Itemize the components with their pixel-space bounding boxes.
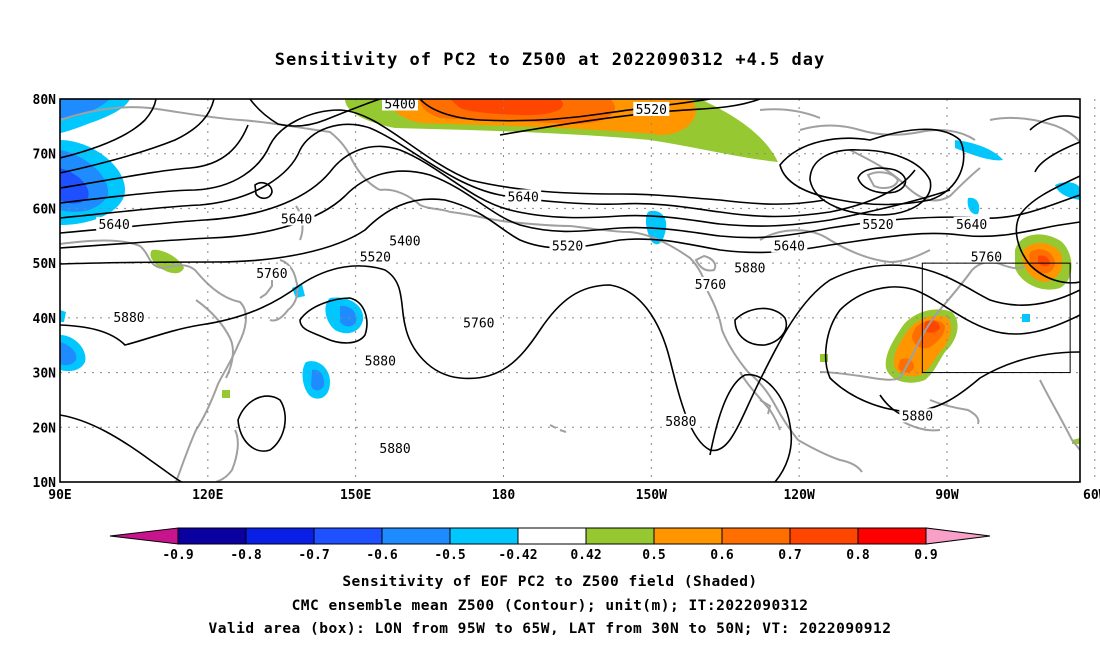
contour-label: 5520	[862, 218, 893, 233]
lon-tick-label: 120E	[192, 488, 223, 503]
lon-tick-label: 90W	[935, 488, 959, 503]
contour-label: 5520	[552, 240, 583, 255]
footer-line-2: CMC ensemble mean Z500 (Contour); unit(m…	[291, 598, 809, 614]
contour-label-bg	[899, 408, 936, 423]
contour-label: 5880	[379, 442, 410, 457]
contour-label-bg	[731, 260, 768, 275]
colorbar-bin	[721, 527, 791, 545]
contour-label: 5400	[389, 234, 420, 249]
lat-tick-label: 60N	[33, 202, 57, 217]
contour-label-bg	[357, 249, 394, 264]
lon-tick-label: 120W	[783, 488, 814, 503]
contour-label: 5760	[695, 278, 726, 293]
coastlines	[60, 106, 1080, 482]
colorbar-tick-label: 0.6	[710, 548, 734, 563]
contour-label-bg	[362, 353, 399, 368]
colorbar-tick-label: 0.7	[778, 548, 801, 563]
contour-label: 5880	[734, 262, 765, 277]
contour-label-bg	[968, 249, 1005, 264]
lat-tick-label: 50N	[33, 257, 57, 272]
map-frame	[59, 98, 1081, 483]
contour-label-bg	[505, 189, 542, 204]
contour-label: 5880	[113, 311, 144, 326]
contour-label-bg	[859, 216, 896, 231]
contour-label-bg	[692, 277, 729, 292]
valid-area-box	[921, 262, 1071, 374]
contour-label-bg	[633, 101, 670, 116]
footer-line-3: Valid area (box): LON from 95W to 65W, L…	[208, 621, 892, 637]
footer-line-1: Sensitivity of EOF PC2 to Z500 field (Sh…	[342, 574, 758, 590]
colorbar-bin	[449, 527, 519, 545]
colorbar-tick-label: -0.42	[498, 548, 537, 563]
contour-label: 5760	[256, 267, 287, 282]
contour-label: 5640	[508, 190, 539, 205]
contour-label-bg	[110, 309, 147, 324]
contour-label: 5760	[463, 316, 494, 331]
contour-label: 5760	[971, 251, 1002, 266]
contour-label-bg	[460, 315, 497, 330]
contour-label-bg	[278, 211, 315, 226]
lon-tick-label: 150W	[636, 488, 667, 503]
lon-tick-label: 90E	[48, 488, 71, 503]
colorbar-bin	[245, 527, 315, 545]
contour-label-bg	[377, 441, 414, 456]
colorbar-bin	[381, 527, 451, 545]
lat-tick-label: 70N	[33, 148, 57, 163]
contour-label-bg	[253, 266, 290, 281]
contour-label: 5640	[99, 218, 130, 233]
colorbar-bin	[313, 527, 383, 545]
colorbar: -0.9 -0.8 -0.7 -0.6 -0.5 -0.42 0.42 0.5 0.6 0.7 0.…	[109, 527, 991, 563]
colorbar-tick-label: 0.8	[846, 548, 870, 563]
lat-tick-label: 20N	[33, 421, 57, 436]
lat-tick-label: 10N	[33, 476, 57, 491]
lat-tick-label: 30N	[33, 367, 57, 382]
contour-label: 5640	[774, 240, 805, 255]
colorbar-tick-label: 0.42	[570, 548, 601, 563]
colorbar-below-triangle	[109, 527, 179, 545]
colorbar-above-triangle	[925, 527, 991, 545]
contour-label-bg	[771, 238, 808, 253]
colorbar-bin	[177, 527, 247, 545]
contour-label: 5880	[665, 415, 696, 430]
colorbar-tick-label: -0.9	[162, 548, 193, 563]
contour-label: 5520	[360, 251, 391, 266]
contour-label-bg	[386, 233, 423, 248]
colorbar-bin	[653, 527, 723, 545]
colorbar-bin	[585, 527, 655, 545]
z500-contours	[60, 99, 1080, 482]
colorbar-bin	[857, 527, 927, 545]
colorbar-tick-label: -0.7	[298, 548, 329, 563]
lat-lon-grid	[60, 99, 1096, 482]
contour-label: 5640	[281, 212, 312, 227]
contour-label: 5520	[636, 103, 667, 118]
chart-title: Sensitivity of PC2 to Z500 at 2022090312…	[274, 50, 826, 70]
colorbar-tick-label: 0.5	[642, 548, 665, 563]
colorbar-tick-label: -0.6	[366, 548, 397, 563]
colorbar-tick-label: -0.5	[434, 548, 465, 563]
colorbar-bin	[789, 527, 859, 545]
lat-tick-label: 40N	[33, 312, 57, 327]
contour-label-bg	[382, 96, 418, 111]
contour-label-bg	[96, 216, 133, 231]
contour-label: 5640	[956, 218, 987, 233]
lat-tick-label: 80N	[33, 93, 57, 108]
shaded-regions	[60, 99, 1080, 444]
colorbar-bin	[517, 527, 587, 545]
contour-label: 5880	[365, 355, 396, 370]
contour-label: 5880	[902, 409, 933, 424]
contour-label-bg	[953, 216, 990, 231]
contour-label: 5400	[384, 97, 415, 112]
contour-label-bg	[549, 238, 586, 253]
lon-tick-label: 150E	[340, 488, 371, 503]
contour-labels: 5400 5400 5520 5520 5520 5520 5640 5640 5640 5640…	[96, 96, 1005, 457]
contour-label-bg	[662, 413, 699, 428]
lon-tick-label: 60W	[1083, 488, 1100, 503]
lon-tick-label: 180	[492, 488, 516, 503]
colorbar-tick-label: 0.9	[914, 548, 937, 563]
colorbar-tick-label: -0.8	[230, 548, 261, 563]
